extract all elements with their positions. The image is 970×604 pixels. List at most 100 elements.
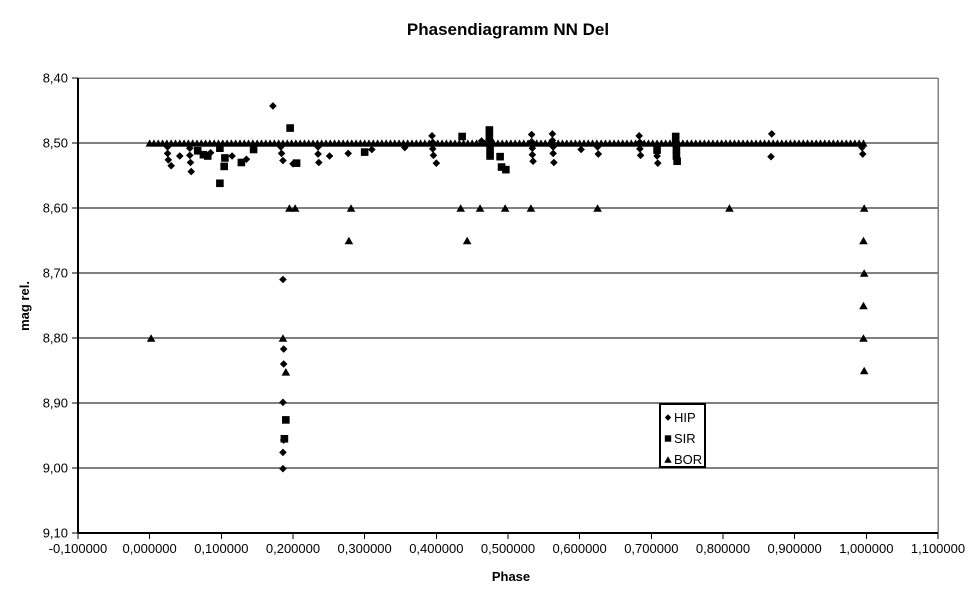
data-point-sir — [216, 179, 224, 188]
data-point-hip — [279, 360, 288, 368]
data-point-hip — [635, 132, 643, 140]
data-point-hip — [428, 132, 436, 140]
x-tick-label: 1,100000 — [911, 541, 965, 556]
data-point-hip — [279, 464, 287, 473]
data-point-hip — [175, 152, 184, 160]
data-point-hip — [164, 156, 173, 164]
y-tick-label: 8,80 — [43, 331, 68, 346]
data-point-sir — [292, 159, 301, 167]
data-point-hip — [550, 158, 558, 167]
data-point-bor — [281, 368, 291, 376]
data-point-hip — [325, 152, 334, 160]
x-tick-label: -0,100000 — [49, 541, 108, 556]
data-point-bor — [456, 204, 465, 212]
y-tick-label: 8,50 — [43, 136, 68, 151]
data-point-hip — [549, 149, 557, 158]
x-tick-label: 0,000000 — [123, 541, 177, 556]
x-axis-title: Phase — [492, 569, 530, 584]
data-point-bor — [859, 269, 869, 277]
x-tick-label: 1,000000 — [839, 541, 893, 556]
data-point-sir — [220, 162, 228, 171]
y-tick-label: 8,40 — [43, 71, 68, 86]
legend: HIP SIR BOR — [659, 403, 706, 468]
data-point-hip — [594, 150, 603, 158]
data-point-sir — [672, 152, 681, 160]
data-point-bor — [859, 139, 868, 147]
data-point-hip — [636, 145, 644, 153]
data-point-sir — [671, 132, 680, 141]
data-point-hip — [428, 145, 437, 153]
data-point-bor — [500, 204, 510, 212]
data-point-hip — [653, 159, 662, 167]
x-tick-label: 0,200000 — [266, 541, 320, 556]
data-point-hip — [528, 150, 537, 159]
gridlines — [78, 142, 938, 469]
data-point-hip — [315, 158, 323, 167]
data-point-hip — [548, 136, 557, 145]
legend-label-sir: SIR — [674, 431, 696, 446]
x-tick-label: 0,900000 — [768, 541, 822, 556]
data-points — [145, 102, 869, 473]
data-point-bor — [278, 334, 288, 342]
data-point-bor — [285, 204, 294, 212]
data-point-hip — [279, 156, 287, 165]
data-point-hip — [277, 149, 286, 158]
data-point-sir — [280, 434, 289, 443]
data-point-sir — [486, 152, 494, 160]
data-point-hip — [167, 161, 175, 170]
data-point-sir — [216, 144, 224, 152]
y-axis-title: mag rel. — [17, 281, 32, 331]
data-point-sir — [672, 145, 681, 154]
x-tick-label: 0,800000 — [696, 541, 750, 556]
data-point-bor — [725, 204, 734, 212]
data-point-hip — [269, 102, 277, 110]
axis-tick-labels: 8,40 8,50 8,60 8,70 8,80 8,90 9,00 9,10-0,10000… — [43, 71, 965, 557]
data-point-bor — [346, 204, 356, 212]
data-point-hip — [858, 143, 866, 152]
legend-label-bor: BOR — [674, 452, 702, 467]
data-point-hip — [429, 151, 438, 160]
data-point-bor — [475, 204, 485, 212]
data-point-hip — [187, 167, 196, 176]
data-point-sir — [193, 147, 202, 155]
data-point-sir — [282, 416, 290, 424]
data-point-sir — [203, 152, 212, 160]
data-point-sir — [458, 132, 466, 141]
data-point-sir — [199, 150, 208, 159]
data-point-bor — [146, 334, 156, 342]
data-point-hip — [228, 152, 236, 160]
y-tick-label: 9,00 — [43, 461, 68, 476]
data-point-bor — [859, 366, 869, 375]
data-point-sir — [653, 146, 661, 154]
data-point-bor — [859, 301, 868, 310]
data-point-bor — [526, 204, 536, 212]
data-point-sir — [497, 163, 506, 171]
data-point-bor — [859, 334, 868, 342]
data-point-hip — [401, 143, 409, 152]
data-point-sir — [485, 126, 494, 134]
data-point-hip — [163, 149, 172, 158]
data-point-bor — [462, 236, 472, 245]
data-point-bor — [859, 204, 869, 212]
data-point-hip — [548, 130, 557, 138]
data-point-hip — [432, 159, 441, 167]
legend-triangle-icon — [664, 456, 672, 463]
legend-diamond-icon — [664, 414, 672, 421]
data-point-hip — [636, 151, 645, 160]
y-tick-label: 9,10 — [43, 526, 68, 541]
data-point-sir — [485, 132, 494, 141]
y-tick-label: 8,60 — [43, 201, 68, 216]
legend-square-icon — [664, 435, 672, 442]
data-point-sir — [286, 124, 294, 132]
data-point-hip — [279, 275, 287, 284]
data-point-hip — [529, 157, 537, 165]
data-point-sir — [360, 148, 369, 156]
data-point-sir — [221, 154, 229, 162]
x-tick-label: 0,100000 — [194, 541, 248, 556]
data-point-hip — [279, 345, 288, 353]
data-point-sir — [237, 158, 246, 167]
x-tick-label: 0,300000 — [338, 541, 392, 556]
data-point-sir — [673, 157, 681, 165]
